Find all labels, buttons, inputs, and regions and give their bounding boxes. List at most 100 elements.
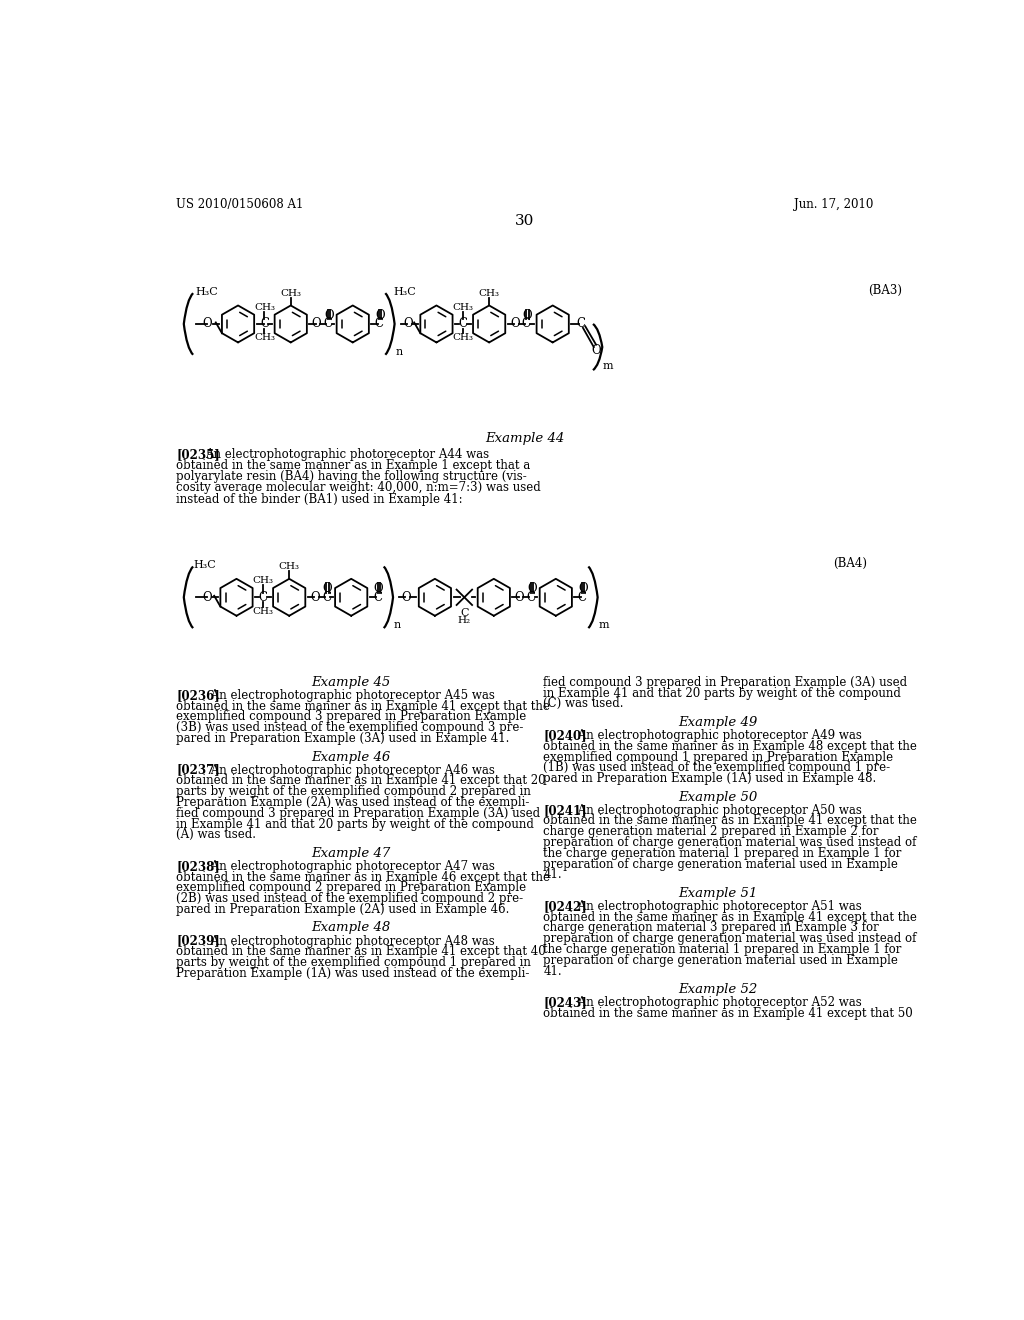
Text: preparation of charge generation material used in Example: preparation of charge generation materia… xyxy=(544,858,898,871)
Text: H₃C: H₃C xyxy=(194,560,216,570)
Text: C: C xyxy=(258,591,267,603)
Text: CH₃: CH₃ xyxy=(478,289,500,297)
Text: O: O xyxy=(311,317,322,330)
Text: [0240]: [0240] xyxy=(544,729,587,742)
Text: charge generation material 3 prepared in Example 3 for: charge generation material 3 prepared in… xyxy=(544,921,880,935)
Text: C: C xyxy=(260,317,269,330)
Text: preparation of charge generation material used in Example: preparation of charge generation materia… xyxy=(544,954,898,966)
Text: An electrophotographic photoreceptor A45 was: An electrophotographic photoreceptor A45… xyxy=(199,689,495,702)
Text: Example 46: Example 46 xyxy=(311,751,390,763)
Text: parts by weight of the exemplified compound 2 prepared in: parts by weight of the exemplified compo… xyxy=(176,785,530,799)
Text: obtained in the same manner as in Example 46 except that the: obtained in the same manner as in Exampl… xyxy=(176,871,550,883)
Text: Example 45: Example 45 xyxy=(311,676,390,689)
Text: pared in Preparation Example (1A) used in Example 48.: pared in Preparation Example (1A) used i… xyxy=(544,772,877,785)
Text: Example 44: Example 44 xyxy=(485,432,564,445)
Text: C: C xyxy=(324,317,333,330)
Text: CH₃: CH₃ xyxy=(254,302,274,312)
Text: Example 47: Example 47 xyxy=(311,847,390,859)
Text: CH₃: CH₃ xyxy=(453,334,473,342)
Text: m: m xyxy=(603,362,613,371)
Text: C: C xyxy=(578,591,587,603)
Text: O: O xyxy=(202,591,212,603)
Text: obtained in the same manner as in Example 41 except that 40: obtained in the same manner as in Exampl… xyxy=(176,945,546,958)
Text: An electrophotographic photoreceptor A50 was: An electrophotographic photoreceptor A50… xyxy=(566,804,862,817)
Text: Example 50: Example 50 xyxy=(678,791,758,804)
Text: 30: 30 xyxy=(515,214,535,228)
Text: US 2010/0150608 A1: US 2010/0150608 A1 xyxy=(176,198,303,211)
Text: instead of the binder (BA1) used in Example 41:: instead of the binder (BA1) used in Exam… xyxy=(176,492,463,506)
Text: exemplified compound 3 prepared in Preparation Example: exemplified compound 3 prepared in Prepa… xyxy=(176,710,526,723)
Text: (C) was used.: (C) was used. xyxy=(544,697,624,710)
Text: An electrophotographic photoreceptor A49 was: An electrophotographic photoreceptor A49… xyxy=(566,729,862,742)
Text: C: C xyxy=(460,609,469,618)
Text: pared in Preparation Example (2A) used in Example 46.: pared in Preparation Example (2A) used i… xyxy=(176,903,509,916)
Text: C: C xyxy=(459,317,467,330)
Text: [0242]: [0242] xyxy=(544,900,587,913)
Text: n: n xyxy=(394,620,401,630)
Text: obtained in the same manner as in Example 48 except that the: obtained in the same manner as in Exampl… xyxy=(544,739,918,752)
Text: O: O xyxy=(324,309,334,322)
Text: CH₃: CH₃ xyxy=(281,289,301,297)
Text: C: C xyxy=(375,317,384,330)
Text: O: O xyxy=(527,582,537,595)
Text: the charge generation material 1 prepared in Example 1 for: the charge generation material 1 prepare… xyxy=(544,847,902,859)
Text: pared in Preparation Example (3A) used in Example 41.: pared in Preparation Example (3A) used i… xyxy=(176,733,509,744)
Text: preparation of charge generation material was used instead of: preparation of charge generation materia… xyxy=(544,836,916,849)
Text: n: n xyxy=(395,347,402,356)
Text: O: O xyxy=(375,309,385,322)
Text: O: O xyxy=(579,582,588,595)
Text: parts by weight of the exemplified compound 1 prepared in: parts by weight of the exemplified compo… xyxy=(176,956,530,969)
Text: polyarylate resin (BA4) having the following structure (vis-: polyarylate resin (BA4) having the follo… xyxy=(176,470,526,483)
Text: exemplified compound 1 prepared in Preparation Example: exemplified compound 1 prepared in Prepa… xyxy=(544,751,894,763)
Text: An electrophotographic photoreceptor A44 was: An electrophotographic photoreceptor A44… xyxy=(206,447,489,461)
Text: H₂: H₂ xyxy=(458,615,471,624)
Text: [0241]: [0241] xyxy=(544,804,587,817)
Text: C: C xyxy=(577,317,585,330)
Text: O: O xyxy=(591,345,601,358)
Text: obtained in the same manner as in Example 41 except that the: obtained in the same manner as in Exampl… xyxy=(544,911,918,924)
Text: O: O xyxy=(515,591,524,603)
Text: Example 51: Example 51 xyxy=(678,887,758,900)
Text: obtained in the same manner as in Example 41 except that 20: obtained in the same manner as in Exampl… xyxy=(176,775,546,788)
Text: in Example 41 and that 20 parts by weight of the compound: in Example 41 and that 20 parts by weigh… xyxy=(544,686,901,700)
Text: CH₃: CH₃ xyxy=(252,576,273,585)
Text: m: m xyxy=(598,620,609,630)
Text: fied compound 3 prepared in Preparation Example (3A) used: fied compound 3 prepared in Preparation … xyxy=(544,676,907,689)
Text: An electrophotographic photoreceptor A51 was: An electrophotographic photoreceptor A51… xyxy=(566,900,862,913)
Text: Example 48: Example 48 xyxy=(311,921,390,935)
Text: cosity average molecular weight: 40,000, n:m=7:3) was used: cosity average molecular weight: 40,000,… xyxy=(176,482,541,495)
Text: CH₃: CH₃ xyxy=(254,334,274,342)
Text: exemplified compound 2 prepared in Preparation Example: exemplified compound 2 prepared in Prepa… xyxy=(176,882,526,895)
Text: (3B) was used instead of the exemplified compound 3 pre-: (3B) was used instead of the exemplified… xyxy=(176,721,523,734)
Text: CH₃: CH₃ xyxy=(252,607,273,615)
Text: [0235]: [0235] xyxy=(176,447,220,461)
Text: [0239]: [0239] xyxy=(176,935,220,948)
Text: O: O xyxy=(403,317,413,330)
Text: in Example 41 and that 20 parts by weight of the compound: in Example 41 and that 20 parts by weigh… xyxy=(176,817,534,830)
Text: (1B) was used instead of the exemplified compound 1 pre-: (1B) was used instead of the exemplified… xyxy=(544,762,891,775)
Text: CH₃: CH₃ xyxy=(279,562,300,572)
Text: C: C xyxy=(322,591,331,603)
Text: H₃C: H₃C xyxy=(393,286,417,297)
Text: obtained in the same manner as in Example 1 except that a: obtained in the same manner as in Exampl… xyxy=(176,459,530,473)
Text: C: C xyxy=(522,317,530,330)
Text: O: O xyxy=(310,591,319,603)
Text: O: O xyxy=(323,582,332,595)
Text: (BA4): (BA4) xyxy=(834,557,867,570)
Text: An electrophotographic photoreceptor A48 was: An electrophotographic photoreceptor A48… xyxy=(199,935,495,948)
Text: CH₃: CH₃ xyxy=(453,302,473,312)
Text: charge generation material 2 prepared in Example 2 for: charge generation material 2 prepared in… xyxy=(544,825,879,838)
Text: [0243]: [0243] xyxy=(544,997,587,1010)
Text: C: C xyxy=(373,591,382,603)
Text: (A) was used.: (A) was used. xyxy=(176,829,256,841)
Text: H₃C: H₃C xyxy=(196,286,218,297)
Text: Preparation Example (2A) was used instead of the exempli-: Preparation Example (2A) was used instea… xyxy=(176,796,529,809)
Text: C: C xyxy=(526,591,536,603)
Text: Preparation Example (1A) was used instead of the exempli-: Preparation Example (1A) was used instea… xyxy=(176,966,529,979)
Text: obtained in the same manner as in Example 41 except that 50: obtained in the same manner as in Exampl… xyxy=(544,1007,913,1020)
Text: Example 49: Example 49 xyxy=(678,715,758,729)
Text: preparation of charge generation material was used instead of: preparation of charge generation materia… xyxy=(544,932,916,945)
Text: [0237]: [0237] xyxy=(176,763,220,776)
Text: 41.: 41. xyxy=(544,965,562,978)
Text: [0238]: [0238] xyxy=(176,859,220,873)
